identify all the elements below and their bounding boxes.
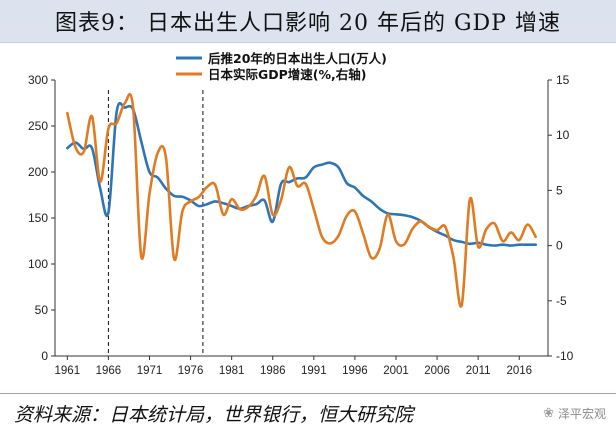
right-tick-label: -5	[556, 294, 567, 308]
x-tick-label: 1981	[219, 365, 245, 377]
x-tick-label: 2011	[466, 365, 491, 377]
watermark: ❀ 泽平宏观	[543, 405, 606, 422]
x-tick-label: 1976	[178, 365, 204, 377]
series-line-gdp	[66, 92, 537, 308]
source-note: 资料来源：日本统计局，世界银行，恒大研究院	[14, 404, 414, 426]
legend-label: 后推20年的日本出生人口(万人)	[208, 51, 387, 66]
line-chart: 0 50 100 150 200 250 300 -10 -5 0 5 10 15 1961 1966 197…	[28, 51, 574, 377]
watermark-text: 泽平宏观	[557, 407, 606, 421]
title-bar: 图表9： 日本出生人口影响 20 年后的 GDP 增速	[0, 0, 616, 43]
chart-title: 图表9： 日本出生人口影响 20 年后的 GDP 增速	[55, 11, 561, 36]
left-tick-label: 200	[28, 165, 48, 179]
source-bar: 资料来源：日本统计局，世界银行，恒大研究院 ❀ 泽平宏观	[0, 393, 616, 431]
x-tick-label: 1966	[96, 365, 122, 377]
x-tick-label: 2001	[383, 365, 409, 377]
series-line-births	[66, 101, 537, 247]
left-tick-label: 0	[41, 349, 48, 363]
right-tick-label: 0	[556, 239, 563, 253]
right-tick-label: 15	[556, 73, 570, 87]
x-tick-label: 1961	[55, 365, 81, 377]
left-tick-label: 250	[28, 119, 48, 133]
legend-label: 日本实际GDP增速(%,右轴)	[208, 67, 367, 82]
left-tick-label: 50	[35, 303, 49, 317]
x-tick-label: 2016	[506, 365, 532, 377]
wechat-icon: ❀	[543, 406, 554, 421]
right-tick-label: 10	[556, 128, 570, 142]
right-tick-label: -10	[556, 349, 574, 363]
left-tick-label: 100	[28, 257, 48, 271]
left-tick-label: 300	[28, 73, 48, 87]
right-tick-label: 5	[556, 183, 563, 197]
x-tick-label: 1991	[301, 365, 327, 377]
x-tick-label: 1971	[137, 365, 163, 377]
x-tick-label: 1996	[342, 365, 368, 377]
left-tick-label: 150	[28, 211, 48, 225]
x-tick-label: 1986	[260, 365, 286, 377]
x-tick-label: 2006	[424, 365, 450, 377]
